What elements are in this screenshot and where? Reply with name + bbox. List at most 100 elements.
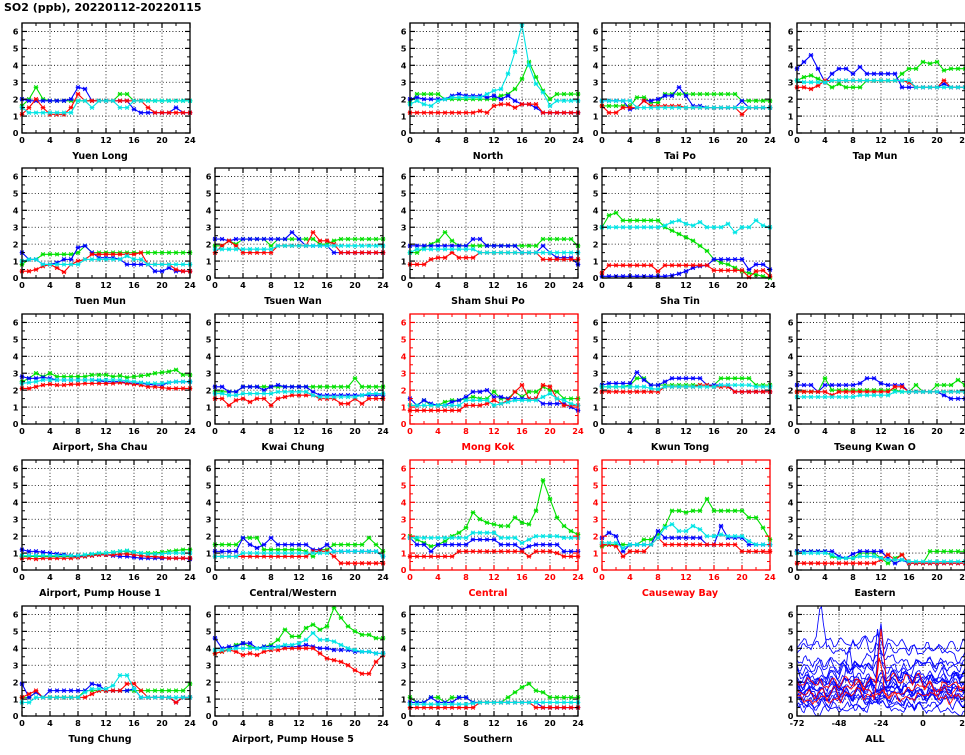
svg-text:24: 24 xyxy=(184,135,196,145)
svg-text:16: 16 xyxy=(516,426,528,436)
svg-text:20: 20 xyxy=(349,280,361,290)
svg-text:12: 12 xyxy=(680,280,691,290)
panel-label-airport-pump-house-5: Airport, Pump House 5 xyxy=(232,734,354,745)
svg-text:3: 3 xyxy=(401,222,407,232)
chart-panel-north[interactable]: 0 1 2 3 4 5 6 0 4 8 12 16 20 24 North xyxy=(392,17,584,162)
svg-text:8: 8 xyxy=(268,426,274,436)
svg-text:20: 20 xyxy=(931,426,943,436)
chart-panel-tung-chung[interactable]: 0 1 2 3 4 5 6 0 4 8 12 16 20 24 Tung Chung xyxy=(4,600,196,745)
svg-text:1: 1 xyxy=(206,402,212,412)
chart-panel-tap-mun[interactable]: 012345604812162024Tap Mun xyxy=(779,17,965,162)
svg-text:5: 5 xyxy=(401,335,407,345)
svg-text:8: 8 xyxy=(75,426,81,436)
svg-text:2: 2 xyxy=(206,239,212,249)
svg-text:2: 2 xyxy=(401,239,407,249)
chart-panel-central[interactable]: 0 1 2 3 4 5 6 0 4 8 12 16 20 24 Central xyxy=(392,454,584,599)
svg-text:6: 6 xyxy=(593,27,599,37)
svg-text:5: 5 xyxy=(593,335,599,345)
svg-text:8: 8 xyxy=(75,135,81,145)
svg-text:1: 1 xyxy=(401,256,407,266)
svg-text:1: 1 xyxy=(206,256,212,266)
chart-panel-yuen-long[interactable]: 0 1 2 3 4 5 6 0 4 8 12 16 20 24 Yuen Long xyxy=(4,17,196,162)
svg-text:3: 3 xyxy=(593,368,599,378)
svg-text:0: 0 xyxy=(794,135,800,145)
svg-text:0: 0 xyxy=(788,128,794,138)
chart-panel-kwai-chung[interactable]: 0 1 2 3 4 5 6 0 4 8 12 16 20 24 Kwai Chung xyxy=(197,308,389,453)
chart-panel-mong-kok[interactable]: 0 1 2 3 4 5 6 0 4 8 12 16 20 24 Mong Kok xyxy=(392,308,584,453)
svg-text:0: 0 xyxy=(13,419,19,429)
svg-text:4: 4 xyxy=(13,61,19,71)
svg-text:1: 1 xyxy=(13,402,19,412)
chart-panel-causeway-bay[interactable]: 0 1 2 3 4 5 6 0 4 8 12 16 20 24 Causeway Bay xyxy=(584,454,776,599)
panel-label-tuen-mun: Tuen Mun xyxy=(74,296,126,307)
chart-panel-sham-shui-po[interactable]: 0 1 2 3 4 5 6 0 4 8 12 16 20 24 Sham Shui Po xyxy=(392,162,584,307)
chart-panel-airport-pump-house-5[interactable]: 0 1 2 3 4 5 6 0 4 8 12 16 20 24 Airport, Pump House 5 xyxy=(197,600,389,745)
svg-text:3: 3 xyxy=(401,77,407,87)
svg-text:2: 2 xyxy=(401,385,407,395)
svg-text:12: 12 xyxy=(680,135,691,145)
chart-panel-central-western[interactable]: 0 1 2 3 4 5 6 0 4 8 12 16 20 24 Central/Western xyxy=(197,454,389,599)
svg-text:5: 5 xyxy=(788,44,794,54)
chart-panel-sha-tin[interactable]: 0 1 2 3 4 5 6 0 4 8 12 16 20 24 Sha Tin xyxy=(584,162,776,307)
panel-label-central-western: Central/Western xyxy=(249,588,337,599)
svg-text:4: 4 xyxy=(593,352,599,362)
svg-text:0: 0 xyxy=(407,426,413,436)
svg-text:6: 6 xyxy=(788,27,794,37)
svg-text:6: 6 xyxy=(13,27,19,37)
chart-panel-tuen-mun[interactable]: 0 1 2 3 4 5 6 0 4 8 12 16 20 24 Tuen Mun xyxy=(4,162,196,307)
svg-text:2: 2 xyxy=(13,94,19,104)
svg-text:0: 0 xyxy=(794,426,800,436)
svg-text:1: 1 xyxy=(593,111,599,121)
svg-text:16: 16 xyxy=(128,426,140,436)
svg-text:1: 1 xyxy=(788,402,794,412)
chart-panel-kwun-tong[interactable]: 0 1 2 3 4 5 6 0 4 8 12 16 20 24 Kwun Tong xyxy=(584,308,776,453)
svg-text:16: 16 xyxy=(903,135,915,145)
svg-text:24: 24 xyxy=(184,426,196,436)
svg-text:3: 3 xyxy=(401,368,407,378)
svg-text:0: 0 xyxy=(206,273,212,283)
svg-text:6: 6 xyxy=(593,172,599,182)
svg-text:5: 5 xyxy=(401,189,407,199)
svg-text:4: 4 xyxy=(593,61,599,71)
chart-panel-tsuen-wan[interactable]: 0 1 2 3 4 5 6 0 4 8 12 16 20 24 Tsuen Wan xyxy=(197,162,389,307)
svg-text:8: 8 xyxy=(75,280,81,290)
svg-text:2: 2 xyxy=(788,385,794,395)
svg-text:4: 4 xyxy=(627,426,633,436)
chart-panel-airport-sha-chau[interactable]: 0 1 2 3 4 5 6 0 4 8 12 16 20 24 Airport, Sha Chau xyxy=(4,308,196,453)
svg-text:8: 8 xyxy=(463,135,469,145)
svg-text:0: 0 xyxy=(407,280,413,290)
chart-panel-airport-pump-house-1[interactable]: 0 1 2 3 4 5 6 0 4 8 12 16 20 24 Airport, Pump House 1 xyxy=(4,454,196,599)
svg-text:16: 16 xyxy=(516,280,528,290)
panel-label-tap-mun: Tap Mun xyxy=(852,151,898,162)
svg-text:24: 24 xyxy=(377,426,389,436)
panel-label-eastern: Eastern xyxy=(854,588,896,599)
svg-text:4: 4 xyxy=(627,135,633,145)
chart-panel-eastern[interactable]: 012345604812162024Eastern xyxy=(779,454,965,599)
chart-panel-tai-po[interactable]: 0 1 2 3 4 5 6 0 4 8 12 16 20 24 Tai Po xyxy=(584,17,776,162)
svg-text:4: 4 xyxy=(206,352,212,362)
panel-label-all: ALL xyxy=(865,734,885,745)
svg-text:16: 16 xyxy=(128,280,140,290)
svg-text:5: 5 xyxy=(206,335,212,345)
svg-text:20: 20 xyxy=(544,426,556,436)
svg-text:16: 16 xyxy=(128,135,140,145)
svg-text:3: 3 xyxy=(13,368,19,378)
svg-text:8: 8 xyxy=(655,426,661,436)
svg-text:8: 8 xyxy=(850,135,856,145)
svg-text:5: 5 xyxy=(401,44,407,54)
svg-text:24: 24 xyxy=(764,426,776,436)
chart-panel-southern[interactable]: 0 1 2 3 4 5 6 0 4 8 12 16 20 24 Southern xyxy=(392,600,584,745)
chart-panel-tseung-kwan-o[interactable]: 012345604812162024Tseung Kwan O xyxy=(779,308,965,453)
svg-text:0: 0 xyxy=(13,128,19,138)
panel-label-kwun-tong: Kwun Tong xyxy=(650,442,710,453)
svg-text:16: 16 xyxy=(516,135,528,145)
svg-text:3: 3 xyxy=(206,368,212,378)
svg-text:0: 0 xyxy=(593,273,599,283)
svg-text:5: 5 xyxy=(593,189,599,199)
svg-text:0: 0 xyxy=(212,426,218,436)
panel-label-tsuen-wan: Tsuen Wan xyxy=(264,296,322,307)
svg-text:24: 24 xyxy=(572,280,584,290)
svg-text:12: 12 xyxy=(488,280,499,290)
